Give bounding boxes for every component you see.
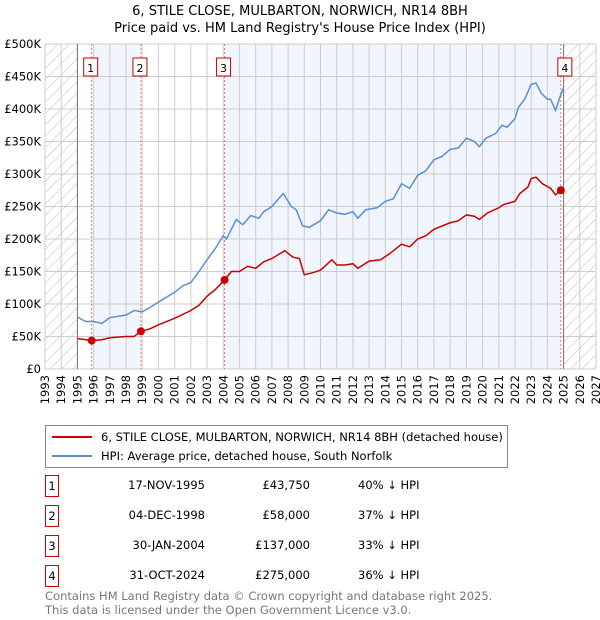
y-tick-label: £200K: [4, 232, 41, 246]
x-tick-label: 2025: [557, 375, 571, 404]
sale-number: 4: [45, 565, 59, 587]
sale-label-box: [557, 57, 573, 77]
sale-point: [556, 186, 565, 195]
x-tick-label: 2010: [314, 375, 328, 404]
x-tick-label: 2018: [443, 375, 457, 404]
x-tick-label: 1995: [70, 375, 84, 404]
x-tick-label: 2002: [184, 375, 198, 404]
y-tick-label: £450K: [4, 70, 41, 84]
series-line-hpi: [77, 82, 565, 325]
sale-row: 2 04-DEC-1998 £58,000 37% ↓ HPI: [45, 505, 445, 527]
y-tick-label: £500K: [4, 37, 41, 51]
x-tick-label: 2022: [508, 375, 522, 404]
series-line-property: [77, 176, 564, 342]
x-tick-label: 1994: [54, 375, 68, 404]
x-tick-label: 2011: [330, 375, 344, 404]
x-tick-label: 2013: [362, 375, 376, 404]
sale-number: 1: [45, 475, 59, 497]
sale-row: 4 31-OCT-2024 £275,000 36% ↓ HPI: [45, 565, 445, 587]
sale-date: 30-JAN-2004: [132, 538, 206, 552]
y-tick-label: £0: [26, 362, 41, 376]
y-tick-label: £100K: [4, 297, 41, 311]
sale-label: 4: [561, 62, 568, 75]
x-tick-label: 2021: [492, 375, 506, 404]
x-tick-label: 2026: [573, 375, 587, 404]
x-tick-label: 2003: [200, 375, 214, 404]
footer-line2: This data is licensed under the Open Gov…: [45, 603, 412, 617]
x-tick-label: 2000: [151, 375, 165, 404]
sale-date: 17-NOV-1995: [128, 478, 205, 492]
x-tick-label: 2005: [232, 375, 246, 404]
sale-price: £275,000: [255, 568, 310, 582]
price-chart: 1993 1994 1995 1996 1997 1998 1999 2000 2001 2002…: [4, 37, 600, 404]
sale-number: 3: [45, 535, 59, 557]
x-tick-label: 2012: [346, 375, 360, 404]
sale-label: 1: [87, 62, 94, 75]
legend: 6, STILE CLOSE, MULBARTON, NORWICH, NR14…: [45, 425, 508, 468]
sale-price: £58,000: [262, 508, 310, 522]
x-tick-label: 2016: [411, 375, 425, 404]
x-tick-label: 2006: [249, 375, 263, 404]
x-tick-label: 1998: [119, 375, 133, 404]
sale-row: 1 17-NOV-1995 £43,750 40% ↓ HPI: [45, 475, 445, 497]
sale-label-box: [216, 57, 232, 77]
y-tick-label: £350K: [4, 135, 41, 149]
legend-swatch-property: [52, 436, 92, 438]
chart-subtitle: Price paid vs. HM Land Registry's House …: [114, 21, 486, 36]
sale-price: £43,750: [262, 478, 310, 492]
y-tick-label: £150K: [4, 265, 41, 279]
legend-swatch-hpi: [52, 455, 92, 457]
sale-point: [136, 327, 145, 336]
sale-price: £137,000: [255, 538, 310, 552]
x-tick-label: 1993: [38, 375, 52, 404]
sale-point: [87, 336, 96, 345]
x-tick-label: 1997: [103, 375, 117, 404]
x-tick-label: 1996: [87, 375, 101, 404]
x-tick-label: 2009: [297, 375, 311, 404]
x-tick-label: 2027: [589, 375, 600, 404]
sale-hpi-diff: 37% ↓ HPI: [358, 508, 420, 522]
footer-line1: Contains HM Land Registry data © Crown c…: [45, 589, 493, 603]
sale-label-box: [132, 57, 148, 77]
sale-point: [220, 275, 229, 284]
sale-label: 2: [136, 62, 143, 75]
y-tick-label: £300K: [4, 167, 41, 181]
y-tick-label: £50K: [12, 330, 42, 344]
sale-date: 04-DEC-1998: [128, 508, 205, 522]
chart-title: 6, STILE CLOSE, MULBARTON, NORWICH, NR14…: [132, 4, 468, 19]
x-tick-label: 1999: [135, 375, 149, 404]
x-tick-label: 2004: [216, 375, 230, 404]
sale-label-box: [83, 57, 99, 77]
x-tick-label: 2017: [427, 375, 441, 404]
x-tick-label: 2023: [524, 375, 538, 404]
sale-row: 3 30-JAN-2004 £137,000 33% ↓ HPI: [45, 535, 445, 557]
x-tick-label: 2014: [378, 375, 392, 404]
sale-hpi-diff: 36% ↓ HPI: [358, 568, 420, 582]
sale-number: 2: [45, 505, 59, 527]
sale-hpi-diff: 40% ↓ HPI: [358, 478, 420, 492]
x-tick-label: 2008: [281, 375, 295, 404]
x-tick-label: 2001: [168, 375, 182, 404]
x-tick-label: 2024: [540, 375, 554, 404]
x-tick-label: 2007: [265, 375, 279, 404]
y-tick-label: £400K: [4, 102, 41, 116]
x-tick-label: 2019: [459, 375, 473, 404]
x-tick-label: 2015: [395, 375, 409, 404]
legend-label-hpi: HPI: Average price, detached house, Sout…: [101, 449, 393, 463]
y-tick-label: £250K: [4, 200, 41, 214]
legend-label-property: 6, STILE CLOSE, MULBARTON, NORWICH, NR14…: [101, 430, 503, 444]
sale-hpi-diff: 33% ↓ HPI: [358, 538, 420, 552]
sale-label: 3: [220, 62, 227, 75]
sale-date: 31-OCT-2024: [129, 568, 205, 582]
x-tick-label: 2020: [476, 375, 490, 404]
